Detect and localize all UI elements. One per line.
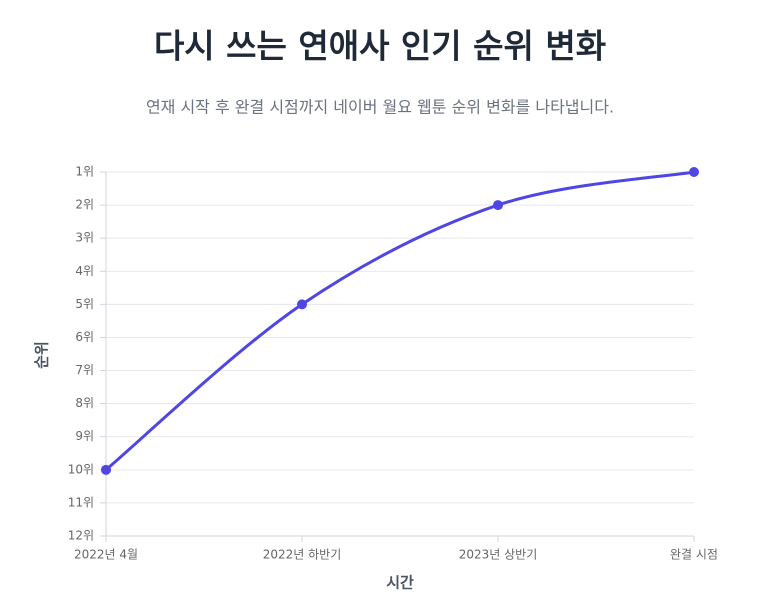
y-tick-label: 9위 <box>75 429 94 443</box>
y-tick-label: 6위 <box>75 330 94 344</box>
x-tick-label: 2023년 상반기 <box>459 548 538 562</box>
y-tick-label: 7위 <box>75 363 94 377</box>
y-tick-label: 8위 <box>75 396 94 410</box>
point <box>101 464 111 475</box>
x-tick-label: 완결 시점 <box>670 548 718 562</box>
chart-title: 다시 쓰는 연애사 인기 순위 변화 <box>154 27 606 66</box>
x-tick-label: 2022년 4월 <box>74 548 138 562</box>
point <box>493 200 503 211</box>
x-axis-title: 시간 <box>386 574 414 592</box>
y-tick-label: 10위 <box>68 462 94 476</box>
y-tick-label: 4위 <box>75 264 94 278</box>
y-tick-label: 1위 <box>75 165 94 179</box>
y-tick-label: 12위 <box>68 529 94 543</box>
y-tick-label: 5위 <box>75 297 94 311</box>
point <box>297 299 307 310</box>
x-tick-label: 2022년 하반기 <box>263 548 342 562</box>
y-axis-title: 순위 <box>33 341 51 369</box>
chart-subtitle: 연재 시작 후 완결 시점까지 네이버 월요 웹툰 순위 변화를 나타냅니다. <box>146 98 614 117</box>
y-tick-label: 2위 <box>75 198 94 212</box>
line <box>105 170 695 471</box>
y-tick-label: 3위 <box>75 231 94 245</box>
y-tick-label: 11위 <box>68 495 94 509</box>
point <box>689 167 699 177</box>
